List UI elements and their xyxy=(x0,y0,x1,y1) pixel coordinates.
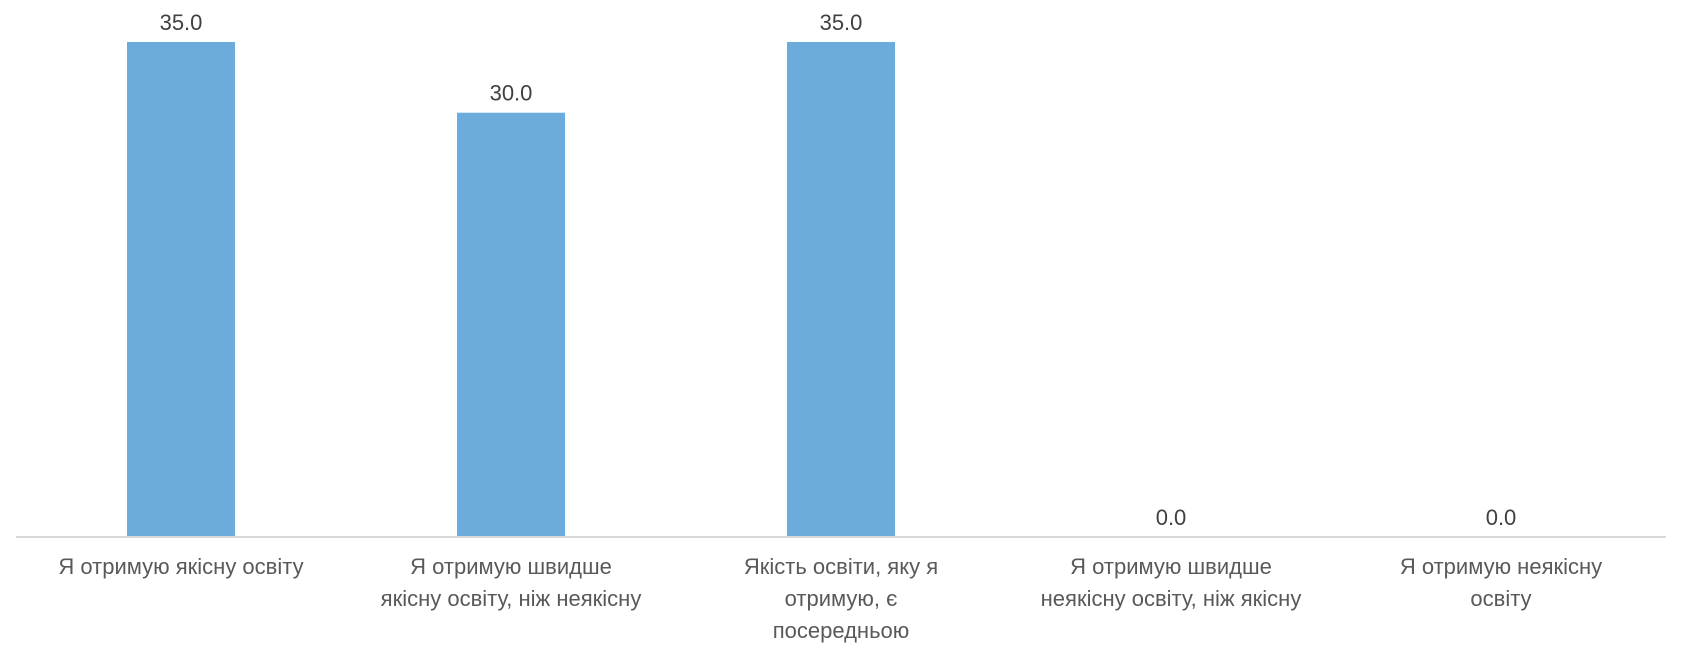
value-labels-group: 35.0 30.0 35.0 0.0 0.0 xyxy=(160,10,1517,530)
category-label-1: Я отримую якісну освіту xyxy=(58,554,303,579)
data-label-1: 35.0 xyxy=(160,10,203,35)
data-label-2: 30.0 xyxy=(490,81,533,106)
category-label-3: Якість освіти, яку я отримую, є посередньо… xyxy=(744,554,938,643)
bar-3 xyxy=(787,42,895,537)
bar-2 xyxy=(457,112,565,537)
category-labels-group: Я отримую якісну освіту Я отримую швидше я… xyxy=(58,554,1602,643)
category-label-5: Я отримую неякісну освіту xyxy=(1400,554,1602,611)
data-label-3: 35.0 xyxy=(820,10,863,35)
bars-group xyxy=(127,42,895,537)
data-label-5: 0.0 xyxy=(1486,505,1517,530)
category-label-2: Я отримую швидше якісну освіту, ніж неякі… xyxy=(381,554,642,611)
bar-1 xyxy=(127,42,235,537)
data-label-4: 0.0 xyxy=(1156,505,1187,530)
category-label-4: Я отримую швидше неякісну освіту, ніж які… xyxy=(1041,554,1302,611)
